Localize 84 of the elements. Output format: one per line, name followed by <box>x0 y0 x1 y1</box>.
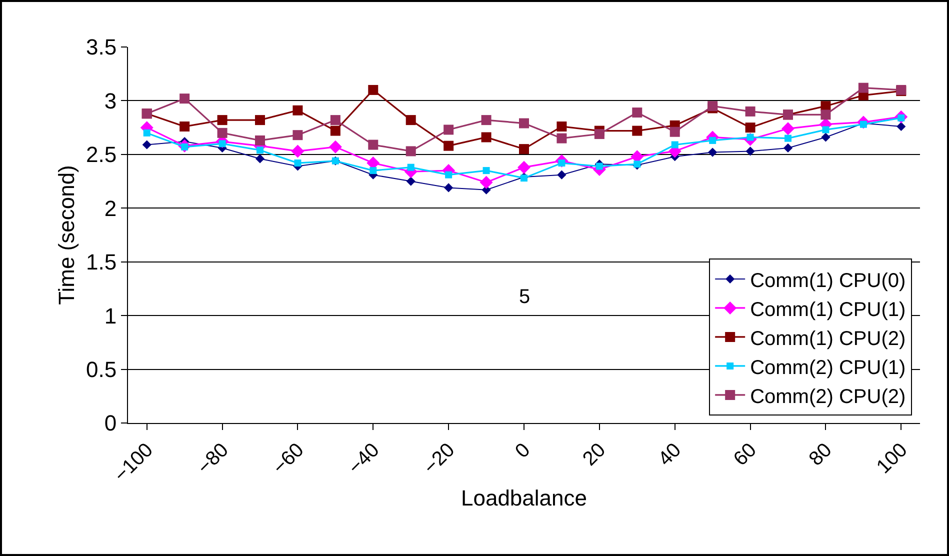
point <box>632 126 642 136</box>
point <box>406 115 416 126</box>
point <box>821 132 830 142</box>
point <box>670 126 680 137</box>
point <box>708 148 718 157</box>
point <box>291 144 304 158</box>
y-tick-label: 2.5 <box>86 142 117 168</box>
x-tick-label: 0 <box>511 439 535 462</box>
y-tick-label: 3.5 <box>86 34 117 60</box>
point <box>784 134 792 142</box>
point <box>407 164 414 171</box>
legend-label: Comm(1) CPU(2) <box>750 328 906 350</box>
point <box>556 133 567 144</box>
x-tick-label: 80 <box>805 439 836 470</box>
point <box>520 174 528 182</box>
y-tick-label: 0 <box>104 410 117 436</box>
point <box>445 171 452 178</box>
point <box>782 122 794 136</box>
x-tick-label: 40 <box>654 439 686 470</box>
x-tick-label: 60 <box>730 439 761 470</box>
y-tick-label: 1.5 <box>86 250 117 275</box>
x-tick-label: −20 <box>420 439 460 479</box>
point <box>480 176 493 189</box>
point <box>255 135 265 146</box>
point <box>783 143 793 153</box>
legend-label: Comm(1) CPU(0) <box>750 270 906 292</box>
point <box>594 129 604 140</box>
y-tick-label: 2 <box>104 196 117 221</box>
point <box>596 162 603 170</box>
x-tick-label: 20 <box>578 439 610 470</box>
point <box>180 122 190 132</box>
point <box>217 128 228 138</box>
y-tick-label: 0.5 <box>86 356 117 382</box>
point <box>746 146 755 156</box>
point <box>294 160 302 167</box>
point <box>292 105 303 116</box>
legend-label: Comm(2) CPU(1) <box>750 356 906 379</box>
point <box>292 130 303 140</box>
legend-label: Comm(2) CPU(2) <box>750 386 906 408</box>
point <box>330 126 340 136</box>
point <box>632 108 642 118</box>
point <box>256 146 264 154</box>
y-tick-label: 1 <box>104 303 117 328</box>
x-tick-label: −60 <box>268 439 308 479</box>
point <box>519 144 529 154</box>
point <box>444 124 454 135</box>
point <box>820 110 831 120</box>
point <box>142 140 152 150</box>
point <box>557 170 566 180</box>
point <box>328 140 342 154</box>
annotation: 5 <box>519 286 530 308</box>
point <box>143 129 150 136</box>
point <box>406 146 416 156</box>
x-axis-title: Loadbalance <box>460 485 588 510</box>
point <box>745 106 756 116</box>
point <box>519 118 529 128</box>
point <box>556 122 567 132</box>
point <box>858 82 868 93</box>
point <box>822 126 830 134</box>
point <box>896 122 906 132</box>
point <box>518 160 530 174</box>
point <box>481 115 492 126</box>
y-tick-label: 3 <box>104 88 117 114</box>
point <box>745 122 756 133</box>
x-tick-label: −40 <box>344 439 384 479</box>
point <box>368 140 378 150</box>
point <box>671 141 678 148</box>
point <box>180 94 190 104</box>
point <box>330 115 340 126</box>
point <box>255 154 265 164</box>
y-axis-title: Time (second) <box>54 165 79 305</box>
point <box>481 132 492 142</box>
x-tick-label: −80 <box>193 439 233 479</box>
point <box>368 84 378 95</box>
legend-label: Comm(1) CPU(1) <box>750 298 906 321</box>
point <box>255 115 265 126</box>
point <box>482 167 490 174</box>
point <box>444 183 454 192</box>
point <box>406 176 416 186</box>
x-tick-label: 100 <box>872 439 912 478</box>
point <box>444 140 454 151</box>
point <box>709 136 716 144</box>
point <box>370 167 377 174</box>
point <box>217 115 228 126</box>
